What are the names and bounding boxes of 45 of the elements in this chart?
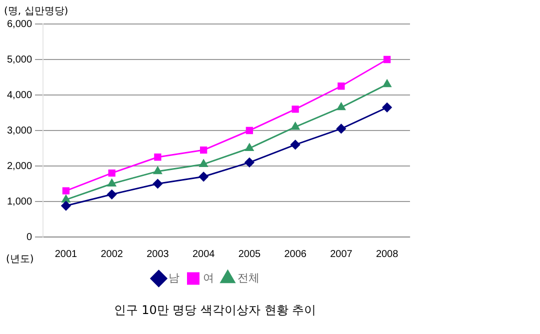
y-tick-label: 4,000: [6, 90, 32, 101]
point: [338, 82, 345, 90]
x-tick-label: 2004: [192, 248, 216, 260]
x-tick-label: 2007: [330, 248, 353, 260]
point: [246, 126, 254, 134]
point: [290, 140, 300, 150]
point: [152, 179, 162, 188]
x-axis-title: (년도): [6, 253, 34, 266]
point: [244, 158, 254, 168]
point: [107, 190, 117, 200]
x-tick-label: 2003: [146, 248, 170, 260]
point: [199, 159, 208, 167]
point: [382, 80, 392, 88]
y-tick-label: 2,000: [6, 160, 32, 172]
point: [62, 187, 70, 194]
x-tick-label: 2005: [238, 248, 262, 260]
y-tick-label: 3,000: [6, 125, 32, 136]
point: [382, 102, 392, 112]
point: [383, 56, 391, 64]
x-tick-label: 2002: [100, 248, 124, 260]
point: [336, 102, 346, 110]
point: [62, 194, 70, 202]
point: [108, 170, 116, 177]
legend-label: 전체: [237, 272, 260, 285]
point: [154, 154, 162, 161]
x-tick-label: 2006: [284, 248, 307, 260]
point: [108, 179, 116, 186]
y-axis-title: (명, 십만명당): [4, 5, 68, 18]
x-tick-label: 2001: [54, 248, 78, 260]
point: [336, 124, 346, 134]
point: [198, 172, 208, 182]
y-tick-label: 1,000: [6, 196, 32, 208]
x-tick-label: 2008: [376, 248, 399, 260]
y-tick-label: 5,000: [6, 54, 32, 66]
legend-label: 여: [202, 272, 214, 285]
y-tick-label: 0: [26, 232, 32, 243]
point: [153, 166, 162, 174]
point: [61, 201, 71, 211]
legend-label: 남: [168, 272, 180, 285]
text: 인구 10만 명당 색각이상자 현황 추이: [112, 302, 318, 319]
y-tick-label: 6,000: [6, 18, 32, 30]
point: [200, 146, 208, 154]
point: [245, 144, 254, 151]
point: [291, 122, 300, 130]
point: [292, 106, 299, 113]
